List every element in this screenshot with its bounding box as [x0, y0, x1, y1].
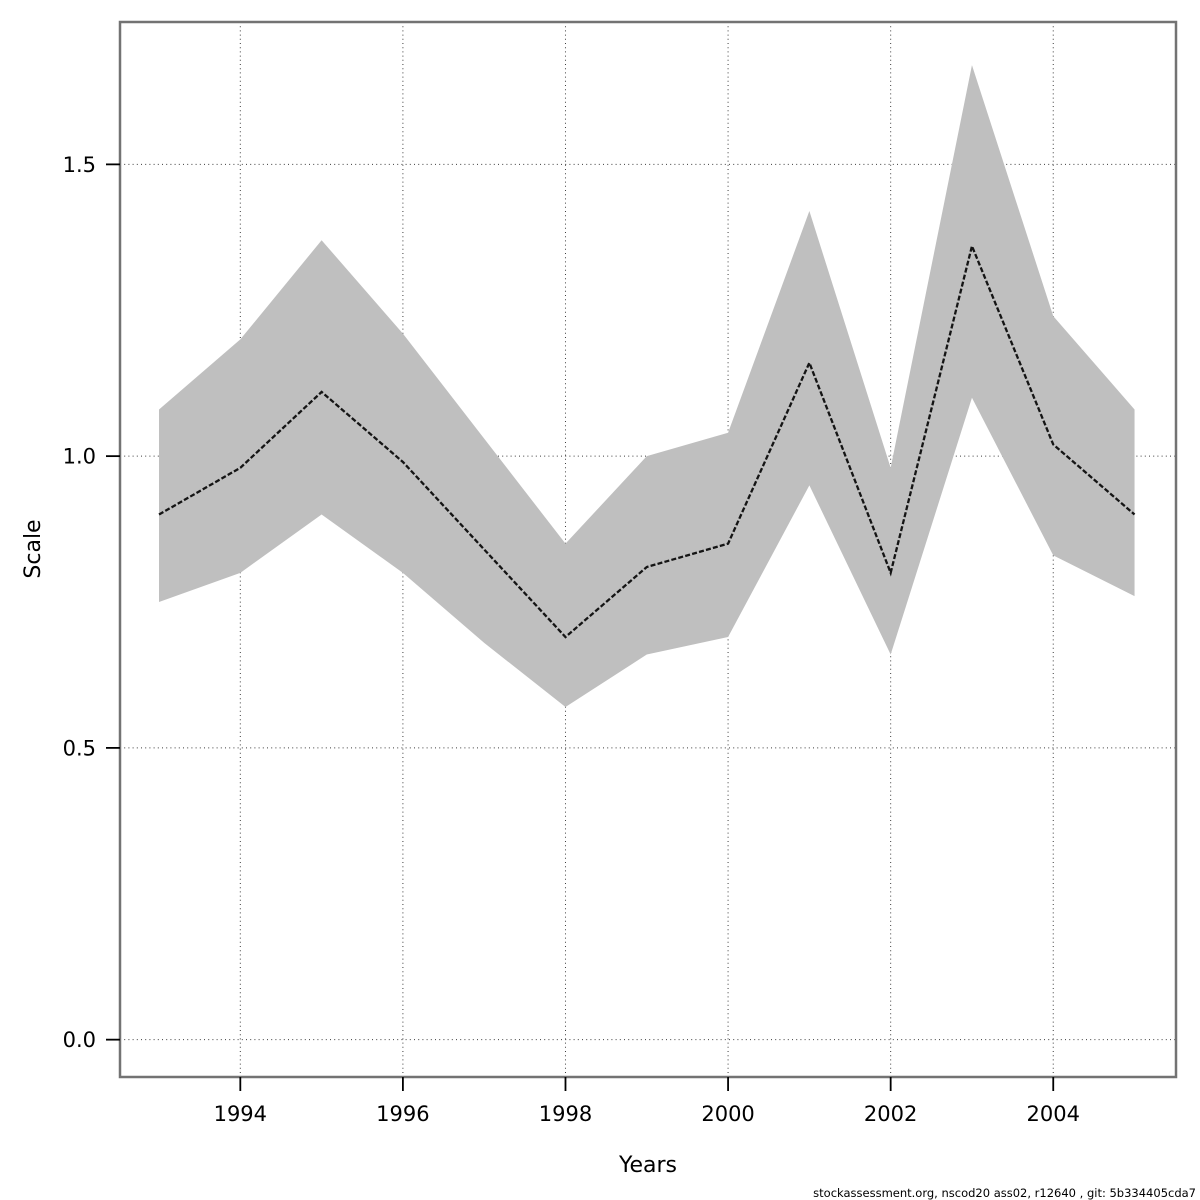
footer-credit: stockassessment.org, nscod20 ass02, r126… — [813, 1186, 1196, 1200]
estimate-polyline — [158, 242, 1136, 639]
plot-frame — [118, 20, 1178, 1079]
y-axis-title: Scale — [21, 519, 46, 578]
y-axis: 0.0 0.5 1.0 1.5 — [63, 153, 120, 1052]
x-tick-label: 2002 — [864, 1102, 917, 1126]
estimate-line — [158, 242, 1136, 639]
x-tick-label: 1998 — [539, 1102, 592, 1126]
y-tick-label: 1.0 — [63, 445, 96, 469]
x-tick-label: 2004 — [1027, 1102, 1080, 1126]
confidence-band — [159, 65, 1135, 708]
confidence-band-polygon — [159, 65, 1135, 708]
y-tick-label: 1.5 — [63, 153, 96, 177]
x-tick-label: 1994 — [214, 1102, 267, 1126]
plot-frame-rect — [118, 20, 1178, 1079]
x-tick-label: 1996 — [376, 1102, 429, 1126]
x-tick-label: 2000 — [701, 1102, 754, 1126]
y-tick-label: 0.0 — [63, 1028, 96, 1052]
axis-titles: Years Scale — [21, 519, 677, 1178]
x-axis-title: Years — [618, 1153, 677, 1178]
y-tick-label: 0.5 — [63, 736, 96, 760]
x-axis: 1994 1996 1998 2000 2002 2004 — [214, 1077, 1080, 1126]
